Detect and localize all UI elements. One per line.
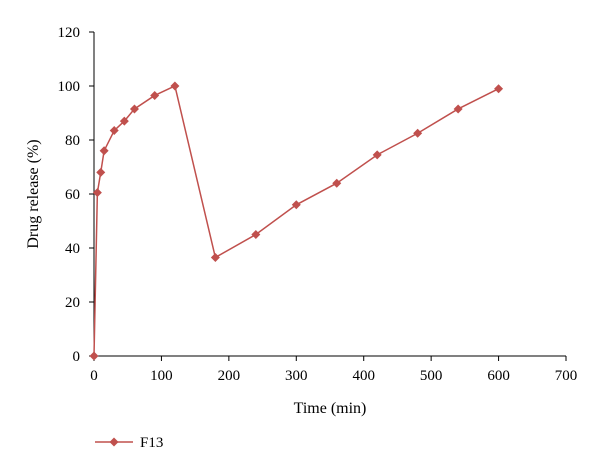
y-tick-label: 100 (58, 79, 81, 95)
data-point (251, 230, 261, 239)
data-point (92, 188, 102, 198)
legend-marker (109, 437, 119, 447)
data-point (372, 150, 382, 160)
y-tick-label: 40 (65, 241, 80, 257)
data-point (413, 128, 423, 138)
x-tick-label: 700 (555, 368, 578, 384)
y-tick-label: 60 (65, 187, 80, 203)
data-point (89, 351, 99, 361)
data-point (210, 252, 220, 262)
x-tick-label: 600 (487, 368, 510, 384)
y-axis-label: Drug release (%) (25, 139, 42, 248)
data-point (109, 126, 119, 136)
x-tick-label: 0 (90, 368, 98, 384)
data-point (99, 146, 109, 156)
y-tick-label: 0 (73, 349, 81, 365)
data-point (494, 84, 504, 94)
axes (93, 32, 566, 357)
x-axis-label: Time (min) (294, 400, 367, 417)
x-tick-label: 400 (352, 368, 375, 384)
data-point (291, 200, 301, 210)
y-tick-label: 120 (58, 25, 81, 41)
legend-label: F13 (140, 435, 163, 451)
data-point (96, 167, 106, 177)
data-point (332, 178, 342, 188)
x-tick-label: 500 (420, 368, 443, 384)
data-point (453, 104, 463, 114)
series-line (93, 84, 499, 357)
x-tick-label: 300 (285, 368, 308, 384)
data-point (150, 90, 160, 100)
series-layer (89, 81, 504, 361)
data-point (170, 81, 180, 91)
y-tick-label: 20 (65, 295, 80, 311)
data-point (119, 116, 129, 126)
data-point (129, 104, 139, 114)
x-tick-label: 100 (150, 368, 173, 384)
legend: F13 (95, 435, 163, 451)
x-tick-label: 200 (218, 368, 241, 384)
y-tick-label: 80 (65, 133, 80, 149)
ticks: 0 20 40 60 80 100 120 0 100 200 300 400 500 600 700 (58, 25, 578, 384)
